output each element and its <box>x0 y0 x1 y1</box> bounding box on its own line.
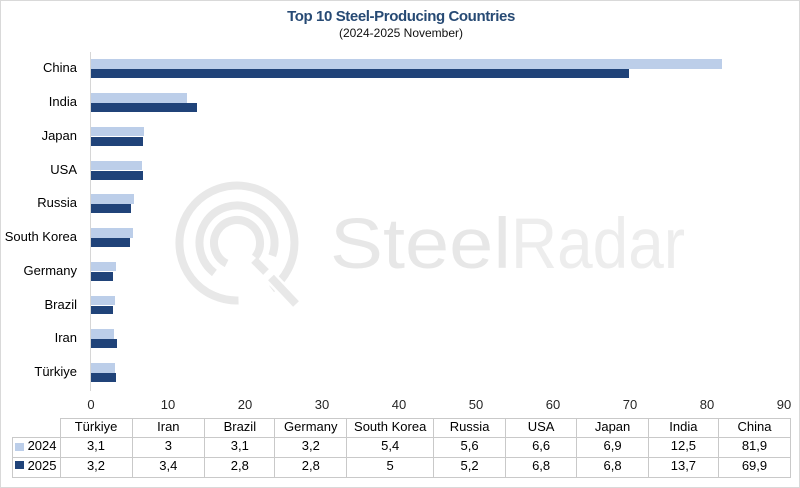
svg-text:Radar: Radar <box>511 205 685 284</box>
svg-text:Steel: Steel <box>330 205 511 284</box>
